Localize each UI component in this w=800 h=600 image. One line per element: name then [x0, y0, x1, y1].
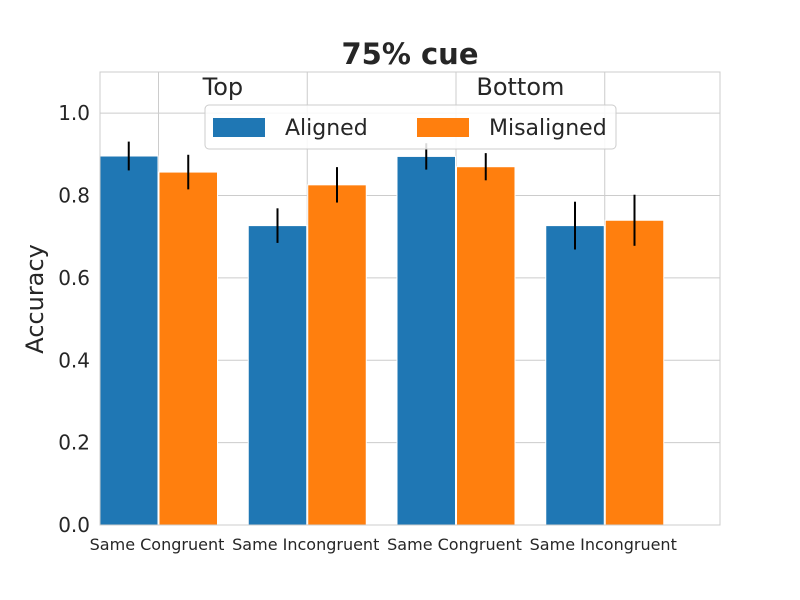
group-labels: Top Bottom: [202, 73, 565, 101]
legend: Aligned Misaligned: [204, 104, 617, 150]
chart-title: 75% cue: [341, 37, 478, 71]
bar-misaligned: [158, 171, 218, 526]
y-tick-label: 1.0: [58, 101, 90, 125]
y-axis-label: Accuracy: [21, 244, 49, 354]
legend-swatch: [417, 118, 469, 137]
bar-aligned: [545, 225, 605, 526]
y-tick-label: 0.0: [58, 513, 90, 537]
bar-aligned: [99, 155, 159, 526]
bar-misaligned: [307, 184, 367, 526]
legend-label: Misaligned: [489, 116, 607, 141]
error-bars: [127, 141, 636, 250]
axes: [99, 71, 721, 526]
bars: [99, 155, 665, 526]
y-tick-label: 0.2: [58, 431, 90, 455]
plot-frame: [99, 71, 721, 526]
y-tick-label: 0.6: [58, 266, 90, 290]
tick-labels: 0.0 0.2 0.4 0.6 0.8 1.0 Same Congruent Same Inc…: [58, 101, 677, 554]
x-tick-label: Same Congruent: [90, 535, 225, 554]
bar-misaligned: [604, 219, 665, 526]
legend-box: [204, 104, 617, 150]
group-label: Bottom: [476, 73, 564, 101]
x-tick-label: Same Incongruent: [530, 535, 677, 554]
bar-aligned: [396, 155, 456, 526]
x-tick-label: Same Congruent: [387, 535, 522, 554]
x-tick-label: Same Incongruent: [232, 535, 379, 554]
y-tick-label: 0.8: [58, 184, 90, 208]
y-tick-label: 0.4: [58, 348, 90, 372]
legend-swatch: [213, 118, 265, 137]
bar-misaligned: [456, 166, 516, 526]
legend-label: Aligned: [285, 116, 368, 141]
bar-aligned: [247, 225, 308, 526]
group-label: Top: [202, 73, 244, 101]
